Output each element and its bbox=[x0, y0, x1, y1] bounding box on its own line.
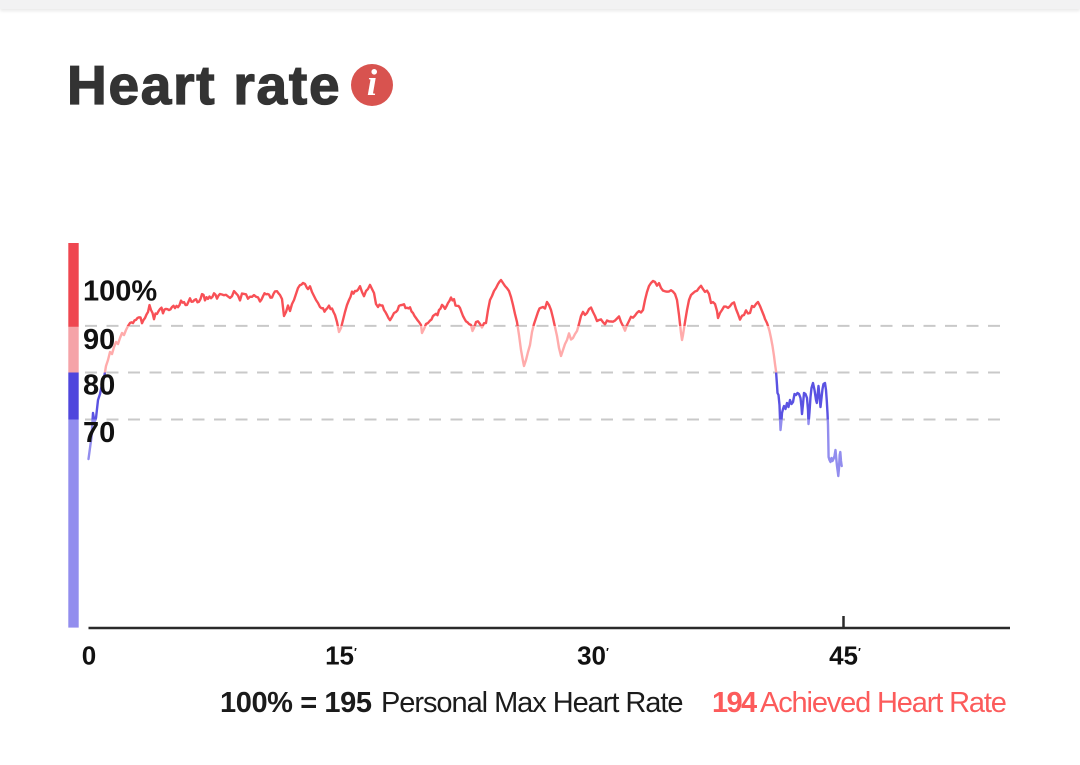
svg-text:90: 90 bbox=[83, 324, 115, 356]
svg-text:15′: 15′ bbox=[325, 641, 357, 671]
svg-text:30′: 30′ bbox=[577, 641, 609, 671]
svg-text:100%: 100% bbox=[83, 276, 157, 308]
svg-text:0: 0 bbox=[82, 641, 96, 671]
svg-text:45′: 45′ bbox=[829, 641, 861, 671]
svg-text:70: 70 bbox=[83, 417, 115, 449]
svg-text:80: 80 bbox=[83, 370, 115, 402]
